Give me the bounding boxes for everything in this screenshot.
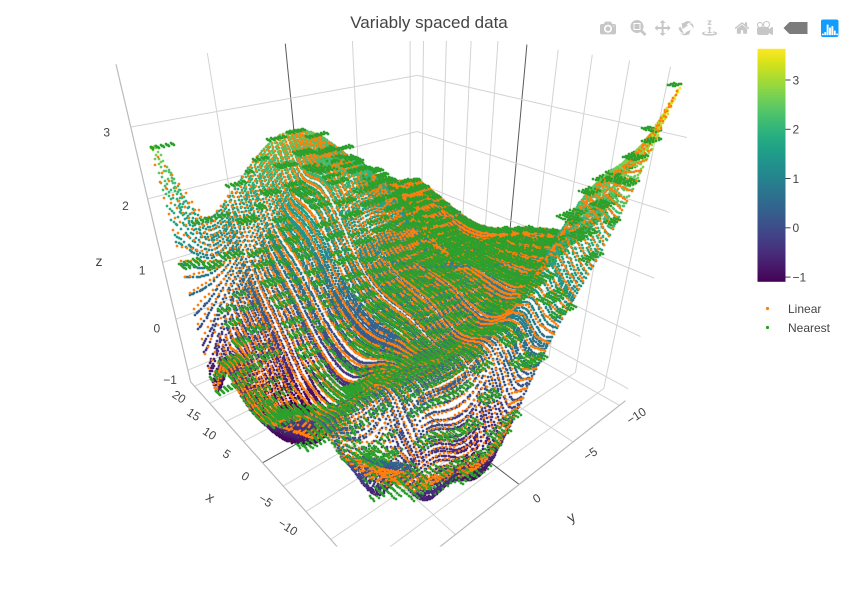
- svg-text:2: 2: [122, 199, 129, 213]
- svg-text:Nearest: Nearest: [788, 321, 831, 335]
- svg-text:−1: −1: [163, 373, 177, 387]
- svg-text:−1: −1: [793, 270, 807, 284]
- svg-text:z: z: [96, 253, 103, 269]
- svg-text:Variably spaced data: Variably spaced data: [350, 13, 508, 32]
- svg-text:2: 2: [793, 123, 800, 137]
- svg-text:1: 1: [139, 264, 146, 278]
- svg-text:Linear: Linear: [788, 302, 821, 316]
- svg-text:0: 0: [153, 321, 160, 335]
- svg-text:3: 3: [793, 73, 800, 87]
- svg-text:3: 3: [103, 126, 110, 140]
- svg-text:1: 1: [793, 172, 800, 186]
- svg-text:0: 0: [793, 221, 800, 235]
